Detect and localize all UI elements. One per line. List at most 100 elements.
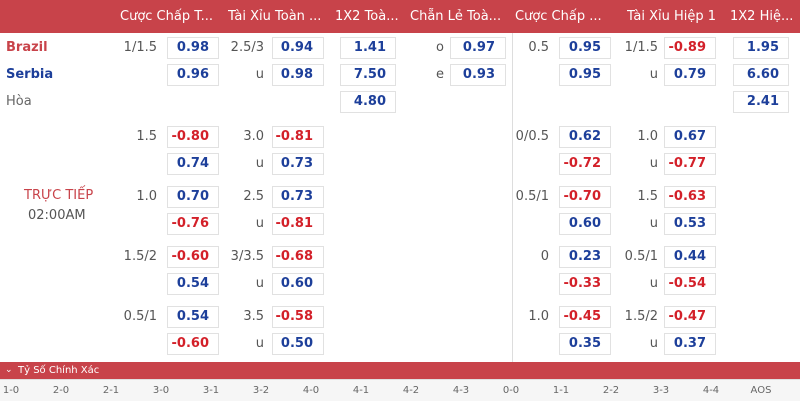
exact-score-option[interactable]: 4-3 <box>452 385 470 396</box>
ou-h1-odds-cell[interactable]: -0.77 <box>668 156 706 171</box>
exact-score-option[interactable]: AOS <box>750 385 772 396</box>
odds-box[interactable] <box>272 246 324 268</box>
ou-full-odds-cell[interactable]: -0.68 <box>275 249 313 264</box>
odds-box[interactable] <box>272 306 324 328</box>
ou-full-odds-cell[interactable]: -0.58 <box>275 309 313 324</box>
odds-box[interactable] <box>272 213 324 235</box>
ou-h1-odds-cell[interactable]: 0.67 <box>673 129 706 144</box>
exact-score-option[interactable]: 2-2 <box>602 385 620 396</box>
hcp-full-odds-cell[interactable]: 0.96 <box>176 67 209 82</box>
box-1x2-draw[interactable] <box>340 91 396 113</box>
odds-box[interactable] <box>167 126 219 148</box>
ou-h1-odds-cell[interactable]: 0.44 <box>673 249 706 264</box>
exact-score-option[interactable]: 1-1 <box>552 385 570 396</box>
box-1x2h1-draw[interactable] <box>733 91 789 113</box>
exact-score-option[interactable]: 2-0 <box>52 385 70 396</box>
hcp-h1-odds-cell[interactable]: 0.23 <box>568 249 601 264</box>
hcp-h1-odds-cell[interactable]: 0.95 <box>568 67 601 82</box>
header-oddeven-full[interactable]: Chẵn Lẻ Toà... <box>410 9 502 24</box>
odds-box[interactable] <box>167 186 219 208</box>
hcp-h1-odds-cell[interactable]: 0.60 <box>568 216 601 231</box>
exact-score-option[interactable]: 3-1 <box>202 385 220 396</box>
home-team[interactable]: Brazil <box>6 40 48 55</box>
hcp-h1-odds-cell[interactable]: -0.72 <box>563 156 601 171</box>
ou-h1-odds-cell[interactable]: -0.47 <box>668 309 706 324</box>
odds-box[interactable] <box>664 37 716 59</box>
odds-box[interactable] <box>167 273 219 295</box>
hcp-full-odds-cell[interactable]: 0.74 <box>176 156 209 171</box>
odds-even[interactable]: 0.93 <box>462 67 495 82</box>
odds-box[interactable] <box>559 273 611 295</box>
header-1x2-h1[interactable]: 1X2 Hiệ... <box>730 9 794 24</box>
odds-box[interactable] <box>167 64 219 86</box>
ou-full-odds-cell[interactable]: 0.50 <box>280 336 313 351</box>
odds-box[interactable] <box>167 213 219 235</box>
odds-box[interactable] <box>272 186 324 208</box>
ou-full-odds-cell[interactable]: 0.73 <box>280 156 313 171</box>
hcp-h1-odds-cell[interactable]: 0.62 <box>568 129 601 144</box>
header-1x2-full[interactable]: 1X2 Toà... <box>335 9 399 24</box>
exact-score-option[interactable]: 3-0 <box>152 385 170 396</box>
hcp-full-odds-cell[interactable]: -0.76 <box>171 216 209 231</box>
header-overunder-h1[interactable]: Tài Xỉu Hiệp 1 <box>627 9 717 24</box>
exact-score-option[interactable]: 2-1 <box>102 385 120 396</box>
odds-box[interactable] <box>664 153 716 175</box>
odds-box[interactable] <box>167 246 219 268</box>
odds-box[interactable] <box>167 333 219 355</box>
box-1x2h1-home[interactable] <box>733 37 789 59</box>
odds-box[interactable] <box>167 306 219 328</box>
odds-1x2-away[interactable]: 7.50 <box>353 67 386 82</box>
hcp-h1-odds-cell[interactable]: 0.35 <box>568 336 601 351</box>
hcp-h1-odds-cell[interactable]: -0.45 <box>563 309 601 324</box>
odds-box[interactable] <box>664 213 716 235</box>
odds-box[interactable] <box>559 246 611 268</box>
odds-1x2h1-away[interactable]: 6.60 <box>746 67 779 82</box>
odds-box[interactable] <box>559 186 611 208</box>
exact-score-option[interactable]: 4-2 <box>402 385 420 396</box>
exact-score-option[interactable]: 0-0 <box>502 385 520 396</box>
ou-h1-odds-cell[interactable]: 0.37 <box>673 336 706 351</box>
hcp-full-odds-cell[interactable]: -0.60 <box>171 336 209 351</box>
ou-h1-odds-cell[interactable]: -0.63 <box>668 189 706 204</box>
odds-odd[interactable]: 0.97 <box>462 40 495 55</box>
odds-1x2-draw[interactable]: 4.80 <box>353 94 386 109</box>
odds-1x2-home[interactable]: 1.41 <box>353 40 386 55</box>
ou-h1-odds-cell[interactable]: 0.79 <box>673 67 706 82</box>
odds-box[interactable] <box>559 126 611 148</box>
odds-box[interactable] <box>664 333 716 355</box>
odds-box[interactable] <box>272 64 324 86</box>
odds-1x2h1-draw[interactable]: 2.41 <box>746 94 779 109</box>
hcp-full-odds-cell[interactable]: 0.54 <box>176 309 209 324</box>
hcp-full-odds-cell[interactable]: -0.80 <box>171 129 209 144</box>
odds-box[interactable] <box>664 306 716 328</box>
box-1x2-away[interactable] <box>340 64 396 86</box>
exact-score-option[interactable]: 1-0 <box>2 385 20 396</box>
odds-box[interactable] <box>272 153 324 175</box>
box-1x2h1-away[interactable] <box>733 64 789 86</box>
away-team[interactable]: Serbia <box>6 67 54 82</box>
odds-box[interactable] <box>664 64 716 86</box>
ou-h1-odds-cell[interactable]: -0.89 <box>668 40 706 55</box>
odds-box[interactable] <box>559 213 611 235</box>
hcp-full-odds-cell[interactable]: -0.60 <box>171 249 209 264</box>
hcp-h1-odds-cell[interactable]: -0.70 <box>563 189 601 204</box>
ou-full-odds-cell[interactable]: -0.81 <box>275 129 313 144</box>
ou-full-odds-cell[interactable]: 0.60 <box>280 276 313 291</box>
header-handicap-full[interactable]: Cược Chấp T... <box>120 9 214 24</box>
odds-1x2h1-home[interactable]: 1.95 <box>746 40 779 55</box>
hcp-full-odds-cell[interactable]: 0.70 <box>176 189 209 204</box>
odds-box[interactable] <box>664 126 716 148</box>
ou-full-odds-cell[interactable]: 0.73 <box>280 189 313 204</box>
exact-score-bar[interactable]: ⌄ Tỷ Số Chính Xác <box>0 362 800 379</box>
exact-score-option[interactable]: 3-2 <box>252 385 270 396</box>
ou-full-odds-cell[interactable]: 0.98 <box>280 67 313 82</box>
odds-box[interactable] <box>664 273 716 295</box>
odds-box[interactable] <box>559 64 611 86</box>
box-1x2-home[interactable] <box>340 37 396 59</box>
odds-box[interactable] <box>664 186 716 208</box>
odds-box[interactable] <box>167 37 219 59</box>
odds-box[interactable] <box>272 333 324 355</box>
odds-box[interactable] <box>272 273 324 295</box>
odds-box[interactable] <box>559 306 611 328</box>
chevron-down-icon[interactable]: ⌄ <box>5 365 13 375</box>
